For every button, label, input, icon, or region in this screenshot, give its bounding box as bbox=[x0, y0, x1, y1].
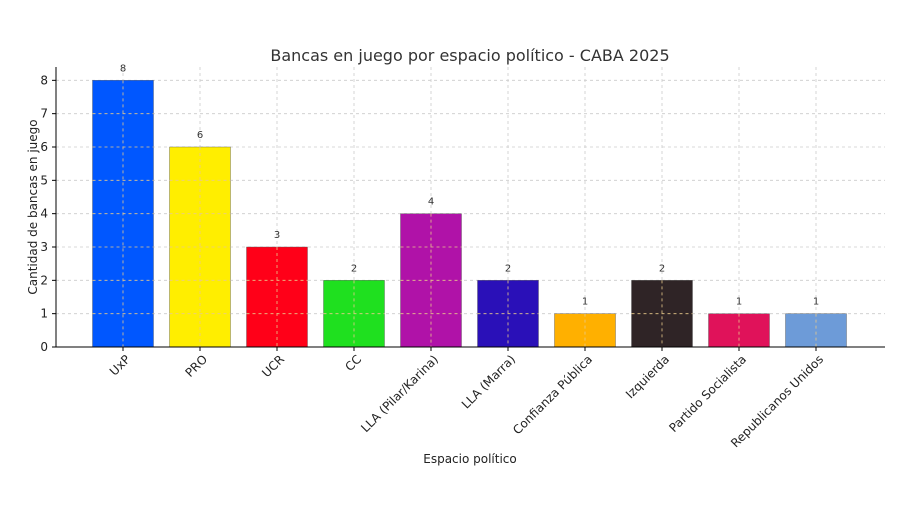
x-tick-label: LLA (Pilar/Karina) bbox=[358, 352, 441, 435]
x-tick-label: UCR bbox=[259, 352, 287, 380]
y-tick-label: 7 bbox=[40, 107, 48, 121]
grid-overlay bbox=[92, 80, 817, 347]
y-tick-label: 3 bbox=[40, 240, 48, 254]
data-label: 2 bbox=[659, 263, 665, 274]
y-tick-label: 1 bbox=[40, 307, 48, 321]
chart-title: Bancas en juego por espacio político - C… bbox=[270, 46, 669, 65]
y-tick-label: 5 bbox=[40, 173, 48, 187]
data-label: 8 bbox=[120, 63, 126, 74]
x-tick-label: UxP bbox=[107, 352, 133, 378]
bar bbox=[554, 313, 616, 348]
data-label: 4 bbox=[428, 197, 434, 208]
bar bbox=[708, 313, 770, 348]
x-tick-label: LLA (Marra) bbox=[459, 352, 518, 411]
x-tick-label: Partido Socialista bbox=[666, 352, 749, 435]
y-tick-label: 8 bbox=[40, 73, 48, 87]
y-tick-label: 2 bbox=[40, 273, 48, 287]
data-labels: 8 6 3 2 4 2 1 2 1 1 bbox=[120, 63, 819, 307]
data-label: 3 bbox=[274, 230, 280, 241]
bar bbox=[785, 313, 847, 348]
y-tick-label: 6 bbox=[40, 140, 48, 154]
x-axis-label: Espacio político bbox=[423, 452, 517, 466]
data-label: 2 bbox=[351, 263, 357, 274]
x-tick-label: Confianza Pública bbox=[510, 352, 595, 437]
y-tick-label: 0 bbox=[40, 340, 48, 354]
data-label: 1 bbox=[736, 297, 742, 308]
x-tick-label: Izquierda bbox=[623, 352, 672, 401]
data-label: 1 bbox=[813, 297, 819, 308]
x-tick-label: PRO bbox=[183, 352, 211, 380]
data-label: 6 bbox=[197, 130, 203, 141]
data-label: 2 bbox=[505, 263, 511, 274]
y-axis-label: Cantidad de bancas en juego bbox=[26, 119, 40, 294]
data-label: 1 bbox=[582, 297, 588, 308]
y-axis-ticks: 0 1 2 3 4 5 6 7 8 bbox=[40, 73, 56, 354]
x-tick-label: CC bbox=[342, 352, 364, 374]
y-tick-label: 4 bbox=[40, 207, 48, 221]
